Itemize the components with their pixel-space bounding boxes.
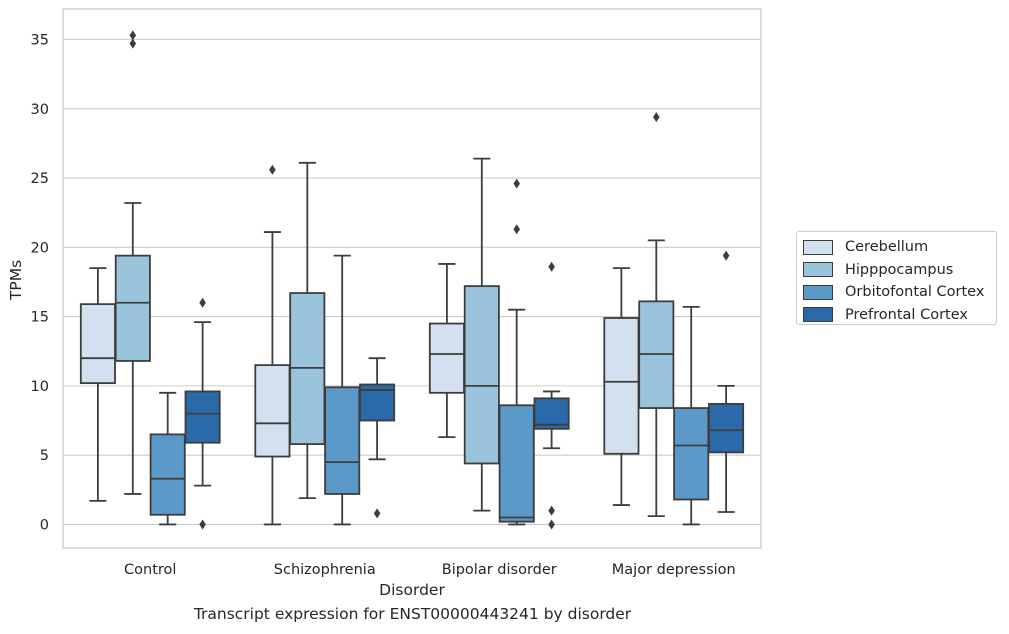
legend-swatch [803,262,833,278]
box-orbitofontal-cortex-major-depression [673,306,710,526]
outlier-point [269,164,276,175]
box-body [498,404,535,523]
box-orbitofontal-cortex-schizophrenia [324,254,361,526]
outlier-point [199,297,206,308]
box-hipppocampus-bipolar-disorder [463,157,500,512]
box-cerebellum-control [79,267,116,502]
box-body [254,364,291,458]
box-body [324,386,361,495]
x-tick-label: Control [124,562,176,578]
box-prefrontal-cortex-control [184,297,221,530]
y-tick-label: 10 [31,379,49,395]
outlier-point [129,30,137,41]
outlier-point [653,112,660,123]
x-tick-label: Major depression [612,562,736,578]
outlier-point [199,519,206,530]
legend: Cerebellum Hipppocampus Orbitofontal Corte… [796,231,997,325]
legend-label: Cerebellum [845,239,929,256]
outlier-point [548,519,555,530]
box-cerebellum-bipolar-disorder [428,263,465,439]
legend-item: Orbitofontal Cortex [797,281,996,304]
outlier-point [548,505,555,516]
box-body [463,285,500,465]
box-cerebellum-major-depression [603,267,640,506]
box-body [184,390,221,444]
legend-swatch [803,239,833,255]
y-axis-ticks: 0 5 10 15 20 25 30 35 [31,32,49,533]
outlier-point [513,178,520,189]
plot-frame [62,8,762,549]
box-body [708,402,745,454]
box-cerebellum-schizophrenia [254,164,291,526]
box-prefrontal-cortex-schizophrenia [359,357,396,519]
y-tick-label: 20 [31,240,49,256]
outlier-point [548,261,555,272]
box-hipppocampus-schizophrenia [289,161,326,500]
x-axis-label: Disorder [379,581,445,599]
outlier-point [129,38,137,49]
box-hipppocampus-major-depression [638,112,675,518]
box-body [673,407,710,501]
legend-label: Hipppocampus [845,261,954,278]
y-tick-label: 35 [31,32,49,48]
box-body [114,254,151,362]
box-orbitofontal-cortex-control [149,391,186,526]
y-tick-label: 25 [31,171,49,187]
box-orbitofontal-cortex-bipolar-disorder [498,178,535,526]
legend-item: Prefrontal Cortex [797,304,996,327]
box-body [428,322,465,394]
box-body [533,397,570,430]
box-body [149,433,186,516]
legend-swatch [803,284,833,300]
x-tick-label: Bipolar disorder [442,562,557,578]
box-body [79,303,116,385]
outlier-point [722,250,730,261]
box-hipppocampus-control [114,30,151,495]
box-plot-area [79,30,745,530]
y-tick-label: 30 [31,102,49,118]
box-body [603,317,640,455]
outlier-point [373,508,381,519]
legend-label: Orbitofontal Cortex [845,284,985,301]
box-prefrontal-cortex-major-depression [708,250,745,513]
legend-item: Cerebellum [797,236,996,259]
box-prefrontal-cortex-bipolar-disorder [533,261,570,530]
y-axis-label: TPMs [7,260,25,301]
legend-item: Hipppocampus [797,259,996,282]
x-tick-label: Schizophrenia [274,562,376,578]
legend-label: Prefrontal Cortex [845,306,968,323]
y-tick-label: 0 [40,517,49,533]
y-tick-label: 15 [31,310,49,326]
y-tick-label: 5 [40,448,49,464]
outlier-point [513,224,520,235]
legend-swatch [803,307,833,323]
chart-caption: Transcript expression for ENST0000044324… [193,605,632,623]
x-axis-ticks: Control Schizophrenia Bipolar disorder Majo… [124,562,736,578]
